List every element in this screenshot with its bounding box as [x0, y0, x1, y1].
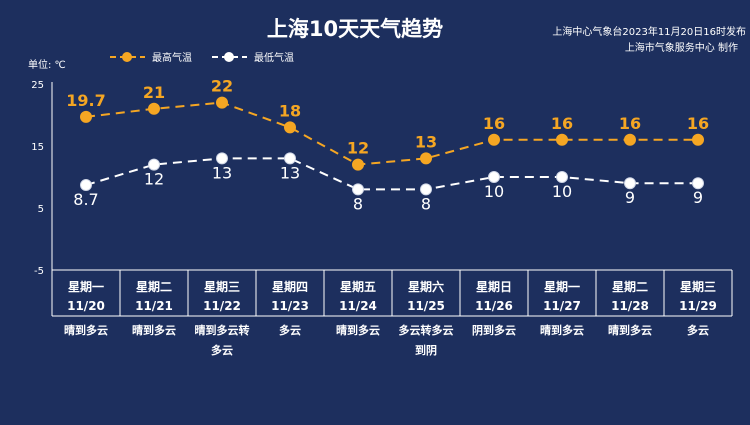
data-labels: 19.7 21 22 18 12 13 16 16 16 16 8.7 12 13 13 8 8 10 10 9 9: [66, 77, 709, 214]
low-temp-line: [85, 157, 698, 191]
high-temp-line: [85, 101, 698, 166]
weekday-label: 星期三: [680, 279, 716, 294]
low-temp-point[interactable]: [216, 152, 228, 165]
weekday-label: 星期六: [408, 279, 444, 294]
weekday-label: 星期一: [68, 279, 104, 294]
weekday-label: 星期二: [136, 279, 172, 294]
high-temp-point[interactable]: [488, 133, 500, 146]
high-temp-point[interactable]: [556, 133, 568, 146]
date-label: 11/25: [407, 299, 445, 313]
low-temp-value-label: 13: [280, 163, 300, 182]
high-temp-value-label: 16: [551, 114, 573, 133]
legend-item-low[interactable]: 最低气温: [212, 51, 294, 64]
issue-info: 上海中心气象台2023年11月20日16时发布: [552, 25, 746, 38]
high-temp-value-label: 19.7: [66, 91, 105, 110]
date-label: 11/24: [339, 299, 377, 313]
legend-high-label: 最高气温: [152, 51, 192, 64]
low-temp-point[interactable]: [624, 177, 636, 190]
weather-condition-label: 到阴: [415, 343, 437, 357]
series-lines: [85, 101, 698, 191]
weather-condition-label: 晴到多云: [608, 323, 652, 337]
weather-condition-label: 阴到多云: [472, 323, 516, 337]
weather-condition-label: 晴到多云转: [195, 323, 250, 337]
high-temp-point[interactable]: [692, 133, 704, 146]
weather-condition-label: 晴到多云: [64, 323, 108, 337]
date-label: 11/26: [475, 299, 513, 313]
y-axis-ticks: 25 15 5 -5: [31, 80, 44, 277]
weather-condition-label: 晴到多云: [336, 323, 380, 337]
legend-low-dot-icon: [224, 52, 234, 62]
y-tick-label: 25: [31, 80, 44, 91]
y-tick-label: -5: [34, 266, 44, 277]
low-temp-value-label: 8: [421, 194, 431, 213]
high-temp-value-label: 12: [347, 139, 369, 158]
weekday-label: 星期四: [272, 279, 308, 294]
high-temp-point[interactable]: [284, 121, 296, 134]
low-temp-point[interactable]: [488, 171, 500, 183]
y-tick-label: 15: [31, 142, 44, 153]
producer-info: 上海市气象服务中心 制作: [625, 41, 738, 54]
low-temp-value-label: 9: [693, 188, 703, 207]
low-temp-point[interactable]: [284, 152, 296, 165]
low-temp-value-label: 9: [625, 188, 635, 207]
legend-item-high[interactable]: 最高气温: [110, 51, 192, 64]
high-temp-value-label: 16: [687, 114, 709, 133]
high-temp-point[interactable]: [420, 152, 432, 165]
weekday-label: 星期一: [544, 279, 580, 294]
high-temp-value-label: 13: [415, 132, 437, 151]
date-label: 11/28: [611, 299, 649, 313]
high-temp-point[interactable]: [352, 158, 364, 171]
low-temp-point[interactable]: [80, 179, 92, 192]
date-label: 11/21: [135, 299, 173, 313]
data-points: [80, 96, 704, 196]
high-temp-point[interactable]: [148, 102, 160, 115]
low-temp-value-label: 12: [144, 170, 164, 189]
date-label: 11/27: [543, 299, 581, 313]
weekday-label: 星期三: [204, 279, 240, 294]
weather-condition-label: 多云: [687, 323, 709, 337]
chart-title: 上海10天天气趋势: [267, 17, 443, 41]
legend-low-label: 最低气温: [254, 51, 294, 64]
low-temp-point[interactable]: [420, 183, 432, 196]
weekday-label: 星期五: [340, 279, 376, 294]
weather-condition-label: 晴到多云: [540, 323, 584, 337]
low-temp-value-label: 13: [212, 163, 232, 182]
date-label: 11/22: [203, 299, 241, 313]
weather-condition-label: 多云转多云: [399, 323, 454, 337]
low-temp-point[interactable]: [692, 177, 704, 190]
high-temp-point[interactable]: [80, 110, 92, 123]
weekday-label: 星期二: [612, 279, 648, 294]
day-table: 星期一11/20晴到多云星期二11/21晴到多云星期三11/22晴到多云转多云星…: [51, 269, 733, 357]
low-temp-point[interactable]: [556, 171, 568, 183]
weekday-label: 星期日: [476, 279, 512, 294]
low-temp-value-label: 10: [552, 182, 572, 201]
low-temp-value-label: 10: [484, 182, 504, 201]
low-temp-point[interactable]: [352, 183, 364, 196]
weather-condition-label: 晴到多云: [132, 323, 176, 337]
legend: 最高气温 最低气温: [110, 51, 294, 64]
legend-high-dot-icon: [122, 52, 132, 62]
high-temp-value-label: 16: [619, 114, 641, 133]
high-temp-value-label: 22: [211, 77, 233, 96]
weather-condition-label: 多云: [279, 323, 301, 337]
high-temp-value-label: 18: [279, 101, 301, 120]
date-label: 11/20: [67, 299, 105, 313]
date-label: 11/23: [271, 299, 309, 313]
y-tick-label: 5: [38, 204, 44, 215]
date-label: 11/29: [679, 299, 717, 313]
high-temp-value-label: 16: [483, 114, 505, 133]
unit-label: 单位: ℃: [28, 58, 66, 71]
low-temp-value-label: 8.7: [73, 190, 98, 209]
low-temp-point[interactable]: [148, 158, 160, 171]
high-temp-point[interactable]: [624, 133, 636, 146]
low-temp-value-label: 8: [353, 194, 363, 213]
high-temp-point[interactable]: [216, 96, 228, 109]
high-temp-value-label: 21: [143, 83, 165, 102]
weather-condition-label: 多云: [211, 343, 233, 357]
